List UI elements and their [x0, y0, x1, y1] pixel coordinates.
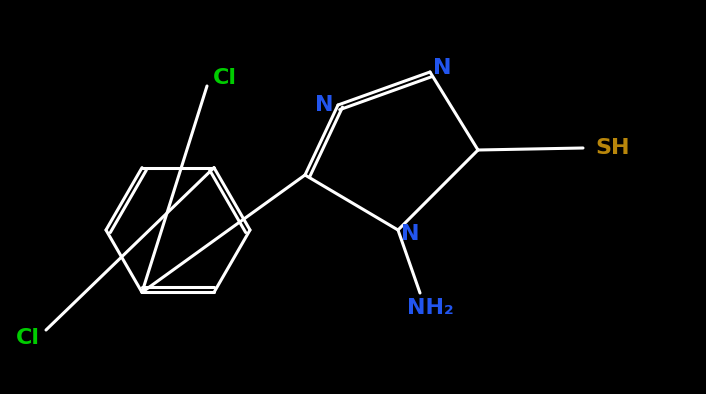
Text: SH: SH	[596, 138, 630, 158]
Text: NH₂: NH₂	[407, 298, 453, 318]
Text: N: N	[315, 95, 333, 115]
Text: N: N	[401, 224, 419, 244]
Text: N: N	[433, 58, 451, 78]
Text: Cl: Cl	[16, 328, 40, 348]
Text: Cl: Cl	[213, 68, 237, 88]
